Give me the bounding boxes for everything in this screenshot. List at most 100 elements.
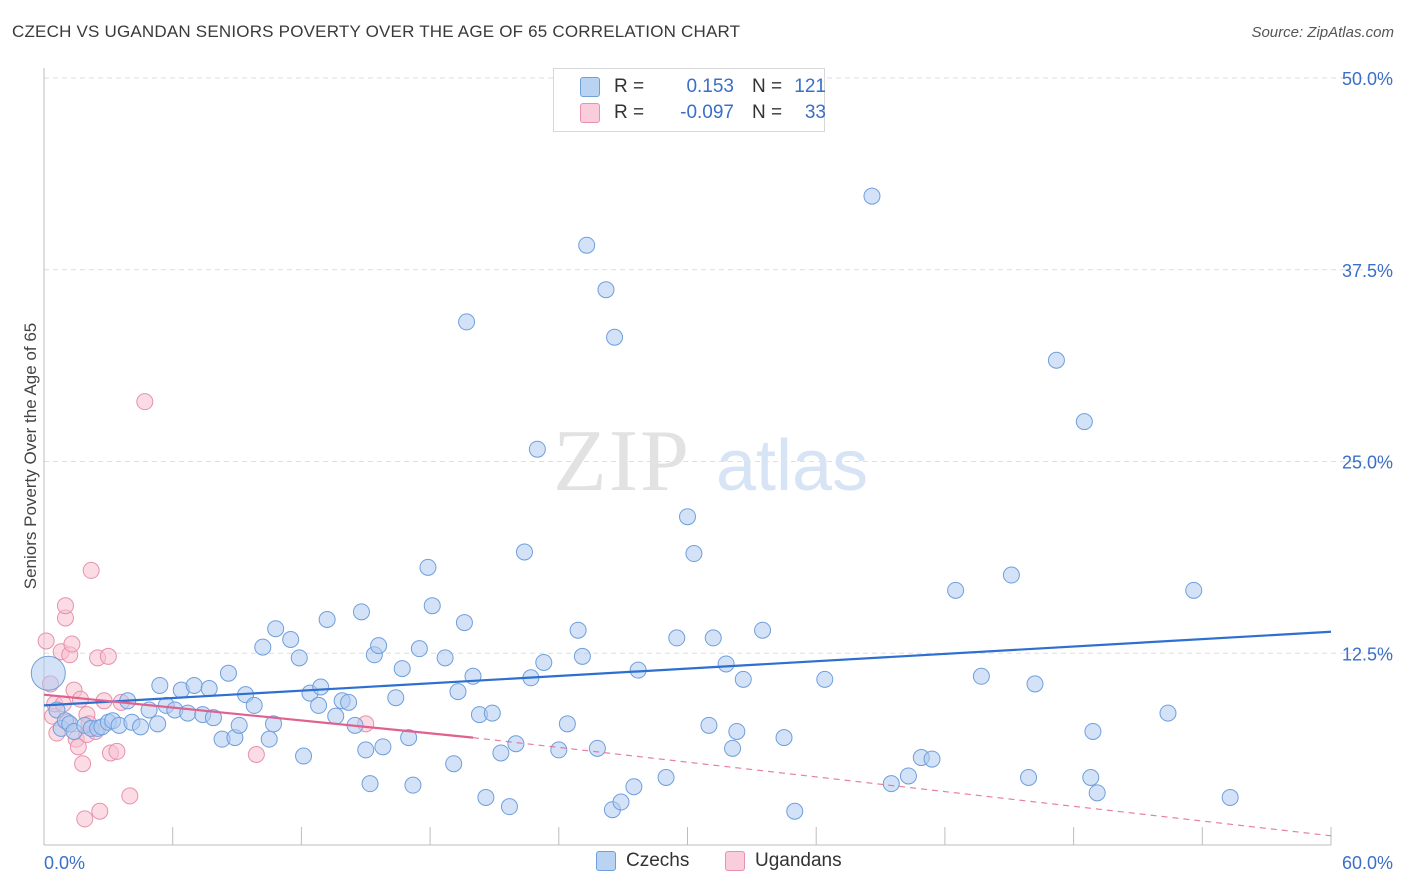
czech-point <box>1088 784 1106 802</box>
czech-point <box>340 693 358 711</box>
czech-point <box>404 776 422 794</box>
czech-point <box>374 738 392 756</box>
watermark-zip: ZIP <box>553 413 691 510</box>
czech-point <box>1082 769 1100 787</box>
legend-r-value: 0.153 <box>686 76 734 97</box>
czech-point <box>370 637 388 655</box>
legend-r-value: -0.097 <box>680 102 734 123</box>
czech-point <box>816 670 834 688</box>
y-tick-label: 25.0% <box>1342 453 1393 473</box>
czech-point <box>492 744 510 762</box>
czech-point <box>455 614 473 632</box>
czech-point <box>947 581 965 599</box>
chart-title: CZECH VS UGANDAN SENIORS POVERTY OVER TH… <box>12 22 741 41</box>
czech-point <box>700 716 718 734</box>
legend-n-value: 33 <box>804 102 826 123</box>
ugandan-point <box>136 393 154 411</box>
czech-point <box>775 729 793 747</box>
czech-point <box>1159 704 1177 722</box>
czech-point <box>668 629 686 647</box>
czech-point <box>550 741 568 759</box>
czech-point <box>535 653 553 671</box>
czech-point <box>923 750 941 768</box>
watermark-atlas: atlas <box>716 426 868 506</box>
legend-swatch-czechs <box>580 77 600 97</box>
czech-point <box>151 676 169 694</box>
czech-point <box>500 798 518 816</box>
czech-point <box>573 647 591 665</box>
czech-point <box>515 543 533 561</box>
czech-point <box>786 802 804 820</box>
czech-point <box>1084 722 1102 740</box>
czech-point <box>754 621 772 639</box>
czech-point <box>282 630 300 648</box>
czech-point <box>1020 769 1038 787</box>
legend: R = 0.153 N = 121 R = -0.097 N = 33 <box>553 68 826 132</box>
ugandan-point <box>74 755 92 773</box>
czech-point <box>704 629 722 647</box>
czech-point <box>569 621 587 639</box>
czech-point <box>423 597 441 615</box>
czech-point <box>597 281 615 299</box>
czech-point <box>483 704 501 722</box>
czech-point <box>245 696 263 714</box>
czech-point <box>1185 581 1203 599</box>
czech-point <box>734 670 752 688</box>
czech-point <box>357 741 375 759</box>
legend-n-label: N = <box>752 102 783 123</box>
ugandan-point <box>76 810 94 828</box>
legend-row-czechs: R = 0.153 N = 121 <box>580 75 826 99</box>
y-tick-label: 50.0% <box>1342 69 1393 89</box>
czech-point <box>290 649 308 667</box>
czech-point <box>149 715 167 733</box>
czech-point <box>717 655 735 673</box>
czech-point <box>204 709 222 727</box>
ugandan-point <box>108 742 126 760</box>
legend-n-label: N = <box>752 76 783 97</box>
ugandan-point <box>63 635 81 653</box>
y-tick-label: 12.5% <box>1342 644 1393 664</box>
czech-point <box>267 620 285 638</box>
czech-trend-line <box>43 630 1332 707</box>
y-tick-label: 37.5% <box>1342 261 1393 281</box>
czech-point <box>352 603 370 621</box>
ugandan-point <box>99 647 117 665</box>
czech-point <box>410 640 428 658</box>
czech-point <box>863 187 881 205</box>
czech-point <box>578 236 596 254</box>
source-credit: Source: ZipAtlas.com <box>1251 24 1394 41</box>
ugandan-point <box>247 745 265 763</box>
czech-point <box>400 729 418 747</box>
bottom-legend-czechs: Czechs <box>596 850 689 872</box>
czech-point <box>558 715 576 733</box>
czech-point <box>230 716 248 734</box>
czech-point <box>30 655 66 691</box>
czech-point <box>393 660 411 678</box>
x-tick-label: 60.0% <box>1342 853 1393 873</box>
czech-point <box>1002 566 1020 584</box>
czech-point <box>132 718 150 736</box>
czech-point <box>318 611 336 629</box>
y-axis-label: Seniors Poverty Over the Age of 65 <box>21 323 40 589</box>
ugandan-point <box>37 632 55 650</box>
czech-point <box>1075 413 1093 431</box>
czech-point <box>327 707 345 725</box>
ugandan-trend-extension <box>472 737 1332 837</box>
czech-point <box>507 735 525 753</box>
czech-point <box>361 775 379 793</box>
czech-point <box>606 328 624 346</box>
czech-point <box>882 775 900 793</box>
ugandan-point <box>121 787 139 805</box>
legend-row-ugandans: R = -0.097 N = 33 <box>580 101 826 125</box>
czech-point <box>436 649 454 667</box>
czech-point <box>265 715 283 733</box>
ugandan-trend-line <box>43 693 474 739</box>
czech-point <box>254 638 272 656</box>
tick-labels: 12.5% 25.0% 37.5% 50.0% 0.0% 60.0% <box>44 69 1393 873</box>
czech-point <box>1221 788 1239 806</box>
czech-point <box>260 730 278 748</box>
czech-point <box>679 508 696 526</box>
czech-point <box>528 440 546 458</box>
czech-point <box>312 678 330 696</box>
